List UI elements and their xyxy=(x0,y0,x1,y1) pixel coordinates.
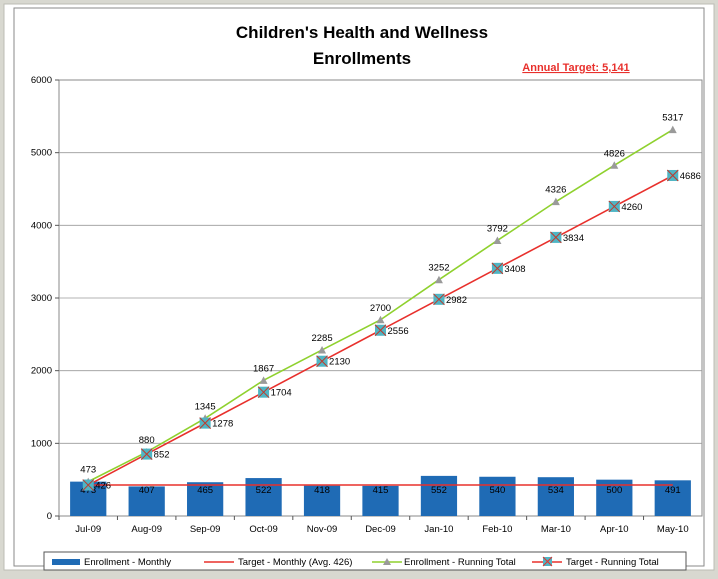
marker-x-target-running xyxy=(550,231,562,244)
legend-box xyxy=(43,551,687,571)
x-tick-label: May-10 xyxy=(657,524,689,535)
x-tick-label: Jul-09 xyxy=(75,524,101,535)
label-target-running: 2556 xyxy=(388,326,409,337)
chart-area-border xyxy=(13,7,705,567)
label-target-running: 2130 xyxy=(329,357,350,368)
x-tick-label: Aug-09 xyxy=(131,524,162,535)
legend-label-enrollment-running: Enrollment - Running Total xyxy=(404,557,516,568)
bar-data-label: 465 xyxy=(197,485,213,496)
x-tick-label: Nov-09 xyxy=(307,524,338,535)
label-enrollment-running: 2700 xyxy=(370,303,391,314)
bar-data-label: 540 xyxy=(489,485,505,496)
label-enrollment-running: 880 xyxy=(139,435,155,446)
bar-enrollment-monthly xyxy=(187,482,224,516)
marker-enrollment-running xyxy=(259,376,268,384)
marker-enrollment-running xyxy=(551,197,560,206)
marker-enrollment-running xyxy=(610,161,619,169)
label-target-running: 4260 xyxy=(621,202,642,213)
marker-x-target-running xyxy=(82,479,95,491)
bar-data-label: 418 xyxy=(314,485,330,496)
marker-x-target-running xyxy=(316,355,328,368)
label-enrollment-running: 4826 xyxy=(604,148,625,159)
x-tick-label: Apr-10 xyxy=(600,524,629,535)
label-target-running: 426 xyxy=(95,481,111,492)
y-tick-label: 3000 xyxy=(31,293,52,304)
bar-enrollment-monthly xyxy=(654,480,691,516)
marker-enrollment-running xyxy=(493,236,502,244)
label-target-running: 852 xyxy=(154,450,170,461)
chart-title: Children's Health and Wellness xyxy=(236,23,488,42)
marker-x-target-running xyxy=(491,262,504,275)
bar-data-label: 491 xyxy=(665,485,681,496)
marker-x-target-running xyxy=(666,169,679,182)
marker-enrollment-running xyxy=(376,315,385,324)
bar-enrollment-monthly xyxy=(420,475,458,516)
label-target-running: 2982 xyxy=(446,295,467,306)
marker-x-target-running xyxy=(374,324,387,337)
bar-data-label: 407 xyxy=(139,485,155,496)
legend-label-target-monthly: Target - Monthly (Avg. 426) xyxy=(238,557,352,568)
marker-enrollment-running xyxy=(318,345,327,354)
y-tick-label: 6000 xyxy=(31,75,52,86)
annual-target-annotation: Annual Target: 5,141 xyxy=(522,62,629,74)
chart-subtitle: Enrollments xyxy=(313,49,411,68)
bar-data-label: 500 xyxy=(606,485,622,496)
label-target-running: 3408 xyxy=(504,264,525,275)
label-target-running: 1704 xyxy=(271,388,292,399)
legend: Enrollment - Monthly Target - Monthly (A… xyxy=(43,551,687,571)
bar-data-label: 552 xyxy=(431,485,447,496)
marker-enrollment-running xyxy=(434,275,443,284)
y-tick-label: 2000 xyxy=(31,366,52,377)
bar-enrollment-monthly xyxy=(128,486,165,516)
marker-x-target-running xyxy=(257,386,270,399)
legend-x-mark-icon xyxy=(542,556,553,567)
label-enrollment-running: 1867 xyxy=(253,363,274,374)
bar-enrollment-monthly xyxy=(303,485,341,516)
legend-bar-swatch xyxy=(52,559,80,565)
x-tick-label: Jan-10 xyxy=(424,524,453,535)
legend-label-target-running: Target - Running Total xyxy=(566,557,659,568)
bar-enrollment-monthly xyxy=(537,477,574,516)
label-enrollment-running: 3792 xyxy=(487,223,508,234)
label-enrollment-running: 3252 xyxy=(428,263,449,274)
label-target-running: 3834 xyxy=(563,233,584,244)
y-tick-label: 4000 xyxy=(31,220,52,231)
x-tick-label: Oct-09 xyxy=(249,524,278,535)
label-enrollment-running: 473 xyxy=(80,465,96,476)
bar-enrollment-monthly xyxy=(362,485,399,516)
x-tick-label: Sep-09 xyxy=(190,524,221,535)
label-enrollment-running: 1345 xyxy=(195,401,216,412)
x-tick-label: Feb-10 xyxy=(482,524,512,535)
label-target-running: 4686 xyxy=(680,171,701,182)
marker-x-target-running xyxy=(608,200,621,213)
bar-enrollment-monthly xyxy=(245,478,282,516)
label-enrollment-running: 2285 xyxy=(311,333,332,344)
bar-data-label: 522 xyxy=(256,485,272,496)
bar-data-label: 415 xyxy=(373,485,389,496)
y-tick-label: 0 xyxy=(47,511,52,522)
x-tick-label: Dec-09 xyxy=(365,524,396,535)
marker-x-target-running xyxy=(199,417,211,429)
legend-triangle-icon xyxy=(383,558,391,565)
x-tick-label: Mar-10 xyxy=(541,524,571,535)
marker-x-target-running xyxy=(433,293,445,306)
legend-label-enrollment-monthly: Enrollment - Monthly xyxy=(84,557,171,568)
label-target-running: 1278 xyxy=(212,419,233,430)
plot-area: 0 1000 2000 3000 4000 5000 6000 Jul-09 Aug-09 Sep… xyxy=(31,75,703,535)
bar-enrollment-monthly xyxy=(479,476,516,516)
y-tick-label: 5000 xyxy=(31,148,52,159)
y-tick-label: 1000 xyxy=(31,438,52,449)
label-enrollment-running: 4326 xyxy=(545,185,566,196)
label-enrollment-running: 5317 xyxy=(662,113,683,124)
marker-x-target-running xyxy=(140,448,153,460)
marker-enrollment-running xyxy=(668,125,677,134)
bar-data-label: 534 xyxy=(548,485,564,496)
